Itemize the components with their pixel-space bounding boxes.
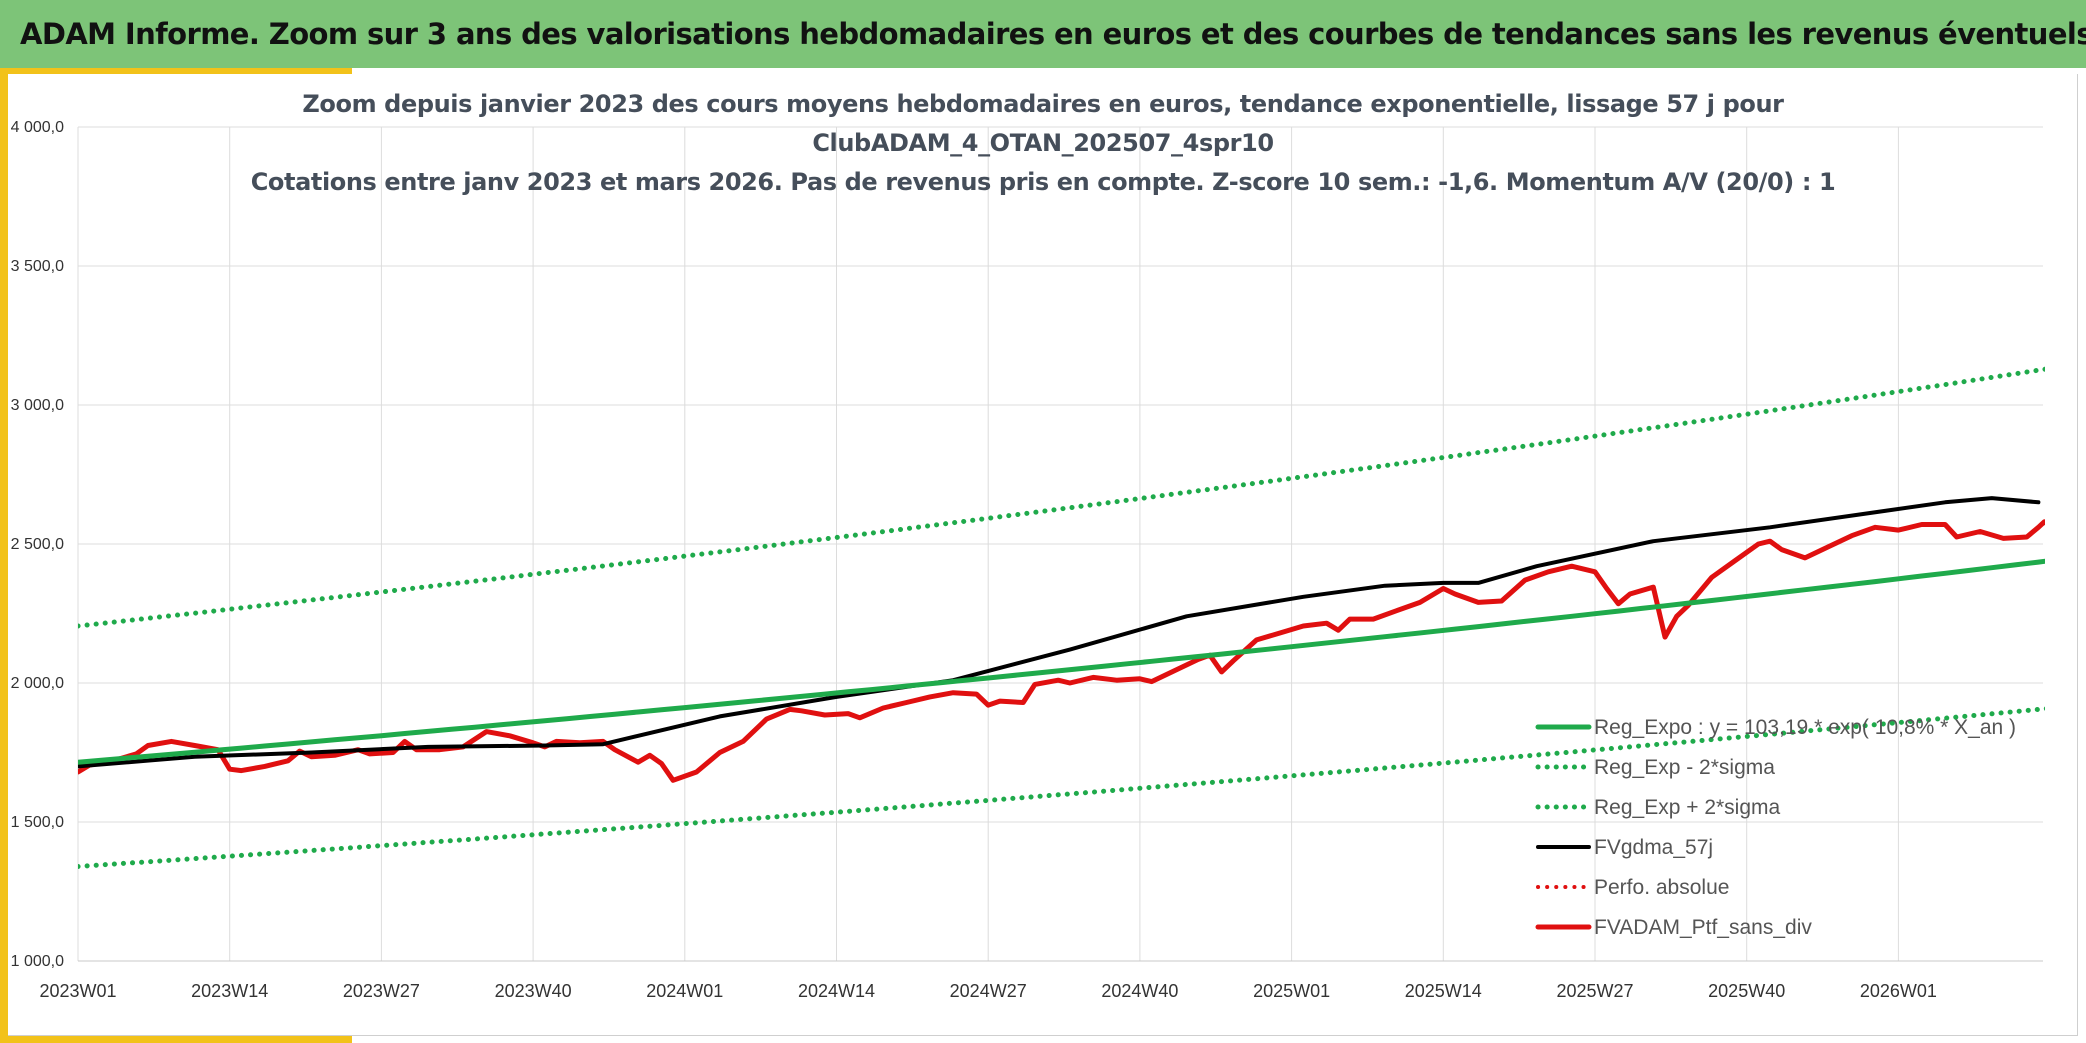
legend-label: FVgdma_57j [1594,836,1713,859]
chart-title-line-1: Zoom depuis janvier 2023 des cours moyen… [302,90,1784,118]
y-tick-label: 2 500,0 [11,536,64,553]
x-tick-label: 2024W01 [646,981,723,1001]
y-tick-label: 4 000,0 [11,119,64,136]
x-tick-label: 2024W40 [1101,981,1178,1001]
y-tick-label: 3 500,0 [11,258,64,275]
grid [77,126,2043,962]
x-tick-label: 2023W14 [191,981,268,1001]
series-line-3 [78,496,2041,769]
axes: 1 000,0 1 500,0 2 000,0 2 500,0 3 000,0 3 500… [11,119,2043,1001]
accent-bar-top [8,68,352,74]
x-tick-label: 2025W14 [1405,981,1482,1001]
x-tick-label: 2025W27 [1556,981,1633,1001]
legend-label: Reg_Exp - 2*sigma [1594,756,1775,779]
x-tick-label: 2026W01 [1860,981,1937,1001]
series-line-0 [78,558,2045,765]
y-tick-label: 2 000,0 [11,675,64,692]
legend-label: FVADAM_Ptf_sans_div [1594,916,1812,939]
series-line-2 [78,366,2045,629]
x-tick-label: 2024W14 [798,981,875,1001]
x-tick-label: 2023W40 [495,981,572,1001]
series-line-1 [78,706,2045,869]
x-tick-label: 2025W40 [1708,981,1785,1001]
legend: Reg_Expo : y = 103,19 * exp( 10,8% * X_a… [1535,716,2016,939]
legend-label: Reg_Exp + 2*sigma [1594,796,1781,819]
chart-title-line-3: Cotations entre janv 2023 et mars 2026. … [250,168,1836,196]
y-tick-label: 1 500,0 [11,814,64,831]
legend-label: Perfo. absolue [1594,876,1729,899]
x-tick-label: 2023W01 [39,981,116,1001]
chart-title-line-2: ClubADAM_4_OTAN_202507_4spr10 [812,129,1274,157]
x-tick-label: 2023W27 [343,981,420,1001]
x-tick-label: 2025W01 [1253,981,1330,1001]
y-tick-label: 1 000,0 [11,953,64,970]
legend-label: Reg_Expo : y = 103,19 * exp( 10,8% * X_a… [1594,716,2016,739]
report-title: ADAM Informe. Zoom sur 3 ans des valoris… [20,17,2086,51]
report-header: ADAM Informe. Zoom sur 3 ans des valoris… [0,0,2086,68]
y-tick-label: 3 000,0 [11,397,64,414]
series [78,366,2045,869]
accent-bar-left [0,68,8,1043]
accent-bar-bottom [8,1036,352,1043]
x-tick-label: 2024W27 [950,981,1027,1001]
chart-frame [8,74,2078,1036]
